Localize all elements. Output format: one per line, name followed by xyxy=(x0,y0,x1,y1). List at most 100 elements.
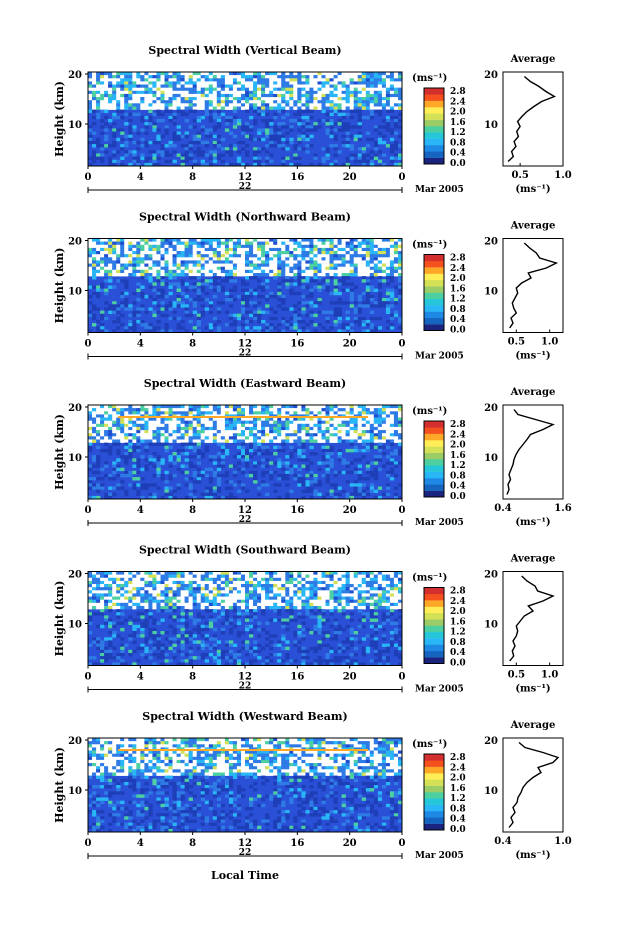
heatmap-cell xyxy=(257,311,261,314)
heatmap-cell xyxy=(221,267,225,270)
heatmap-cell xyxy=(201,493,205,496)
heatmap-cell xyxy=(273,78,277,81)
heatmap-cell xyxy=(289,107,293,110)
heatmap-cell xyxy=(181,245,185,248)
heatmap-cell xyxy=(241,443,245,446)
heatmap-cell xyxy=(217,157,221,160)
heatmap-cell xyxy=(144,242,148,245)
heatmap-cell xyxy=(96,113,100,116)
heatmap-cell xyxy=(108,418,112,421)
heatmap-cell xyxy=(330,421,334,424)
heatmap-cell xyxy=(313,122,317,125)
heatmap-cell xyxy=(152,239,156,242)
heatmap-cell xyxy=(209,493,213,496)
heatmap-cell xyxy=(229,304,233,307)
heatmap-cell xyxy=(350,110,354,113)
heatmap-cell xyxy=(201,85,205,88)
heatmap-cell xyxy=(305,144,309,147)
heatmap-cell xyxy=(281,144,285,147)
heatmap-cell xyxy=(225,427,229,430)
heatmap-cell xyxy=(285,427,289,430)
heatmap-cell xyxy=(362,239,366,242)
heatmap-cell xyxy=(205,440,209,443)
heatmap-cell xyxy=(249,449,253,452)
heatmap-cell xyxy=(386,424,390,427)
heatmap-cell xyxy=(334,100,338,103)
heatmap-cell xyxy=(354,257,358,260)
heatmap-cell xyxy=(370,97,374,100)
colorbar-segment xyxy=(424,280,444,287)
heatmap-cell xyxy=(161,88,165,91)
heatmap-cell xyxy=(112,468,116,471)
heatmap-cell xyxy=(173,100,177,103)
heatmap-cell xyxy=(249,257,253,260)
heatmap-cell xyxy=(88,483,92,486)
heatmap-cell xyxy=(120,245,124,248)
heatmap-cell xyxy=(213,575,217,578)
heatmap-cell xyxy=(374,490,378,493)
heatmap-cell xyxy=(144,91,148,94)
heatmap-cell xyxy=(156,430,160,433)
heatmap-cell xyxy=(309,78,313,81)
heatmap-cell xyxy=(249,408,253,411)
heatmap-cell xyxy=(334,122,338,125)
colorbar-tick-label: 0.8 xyxy=(450,305,466,315)
heatmap-cell xyxy=(161,458,165,461)
heatmap-cell xyxy=(148,436,152,439)
heatmap-cell xyxy=(128,85,132,88)
heatmap-cell xyxy=(197,461,201,464)
heatmap-cell xyxy=(297,103,301,106)
heatmap-cell xyxy=(394,97,398,100)
heatmap-cell xyxy=(362,276,366,279)
ylabel: Height (km) xyxy=(53,81,66,157)
heatmap-cell xyxy=(386,289,390,292)
heatmap-cell xyxy=(201,254,205,257)
heatmap-cell xyxy=(237,122,241,125)
heatmap-cell xyxy=(318,251,322,254)
heatmap-cell xyxy=(390,436,394,439)
heatmap-cell xyxy=(354,286,358,289)
heatmap-cell xyxy=(382,405,386,408)
heatmap-cell xyxy=(281,125,285,128)
heatmap-cell xyxy=(148,81,152,84)
heatmap-cell xyxy=(245,128,249,131)
heatmap-cell xyxy=(277,458,281,461)
heatmap-cell xyxy=(285,477,289,480)
heatmap-cell xyxy=(378,455,382,458)
heatmap-cell xyxy=(358,487,362,490)
heatmap-cell xyxy=(165,575,169,578)
heatmap-cell xyxy=(309,427,313,430)
heatmap-cell xyxy=(334,94,338,97)
heatmap-cell xyxy=(108,452,112,455)
heatmap-cell xyxy=(382,427,386,430)
heatmap-cell xyxy=(181,157,185,160)
heatmap-cell xyxy=(173,85,177,88)
heatmap-cell xyxy=(88,311,92,314)
heatmap-cell xyxy=(193,572,197,575)
heatmap-cell xyxy=(181,100,185,103)
heatmap-cell xyxy=(354,97,358,100)
heatmap-cell xyxy=(221,408,225,411)
heatmap-cell xyxy=(96,273,100,276)
colorbar-segment xyxy=(424,145,444,152)
heatmap-cell xyxy=(169,270,173,273)
heatmap-cell xyxy=(225,279,229,282)
heatmap-cell xyxy=(140,91,144,94)
heatmap-cell xyxy=(108,78,112,81)
heatmap-cell xyxy=(293,304,297,307)
heatmap-cell xyxy=(120,81,124,84)
heatmap-cell xyxy=(152,483,156,486)
heatmap-cell xyxy=(382,446,386,449)
heatmap-cell xyxy=(136,113,140,116)
heatmap-cell xyxy=(229,242,233,245)
heatmap-cell xyxy=(148,239,152,242)
heatmap-cell xyxy=(112,418,116,421)
heatmap-cell xyxy=(330,103,334,106)
heatmap-cell xyxy=(92,405,96,408)
heatmap-cell xyxy=(322,91,326,94)
heatmap-cell xyxy=(96,490,100,493)
heatmap-cell xyxy=(305,138,309,141)
heatmap-cell xyxy=(297,572,301,575)
xtick-label: 8 xyxy=(189,505,196,516)
heatmap-cell xyxy=(313,81,317,84)
